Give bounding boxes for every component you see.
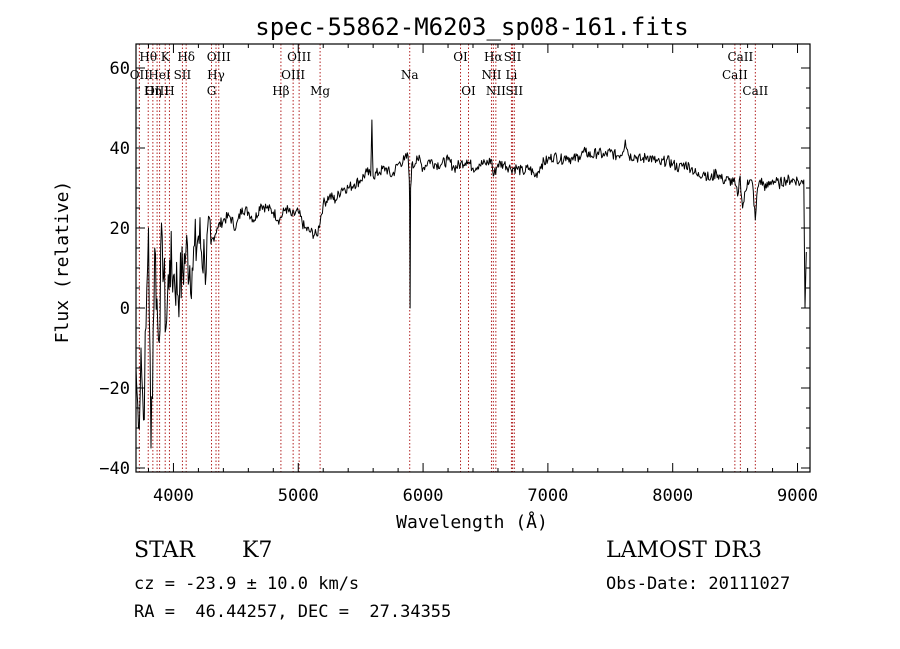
x-tick-label: 7000	[527, 486, 568, 506]
x-tick-label: 5000	[278, 486, 319, 506]
object-class: STAR	[134, 538, 195, 563]
line-label: OIII	[145, 84, 169, 98]
x-tick-label: 6000	[403, 486, 444, 506]
line-label: CaII	[742, 84, 768, 98]
line-label: H	[164, 84, 174, 98]
x-axis-label: Wavelength (Å)	[396, 511, 548, 533]
line-label: NII	[486, 84, 506, 98]
x-tick-label: 8000	[652, 486, 693, 506]
plot-frame	[135, 43, 811, 473]
chart-title: spec-55862-M6203_sp08-161.fits	[255, 13, 688, 41]
redshift-velocity: cz = -23.9 ± 10.0 km/s	[134, 574, 360, 594]
line-label: OI	[453, 50, 468, 64]
line-label: Hγ	[207, 68, 225, 82]
y-tick-label: −20	[99, 379, 130, 399]
line-label: Hδ	[177, 50, 195, 64]
line-label: SII	[504, 50, 522, 64]
x-tick-label: 9000	[777, 486, 818, 506]
line-label: Na	[401, 68, 419, 82]
spectrum-series	[135, 119, 807, 449]
line-label: NII	[481, 68, 501, 82]
line-label: G	[207, 84, 217, 98]
line-label: OII	[130, 68, 150, 82]
y-tick-label: 20	[110, 219, 130, 239]
line-label: Mg	[310, 84, 330, 98]
object-subclass: K7	[242, 538, 273, 563]
line-label: CaII	[727, 50, 753, 64]
line-label: Hβ	[272, 84, 289, 98]
y-axis-label: Flux (relative)	[52, 181, 73, 344]
line-label: Li	[506, 68, 518, 82]
y-tick-label: 40	[110, 139, 130, 159]
coordinates: RA = 46.44257, DEC = 27.34355	[134, 602, 452, 622]
line-label: SII	[174, 68, 192, 82]
line-label: HeI	[148, 68, 171, 82]
line-label: K	[161, 50, 171, 64]
observation-date: Obs-Date: 20111027	[606, 574, 791, 594]
line-label: Hη	[144, 84, 162, 98]
line-label: CaII	[722, 68, 748, 82]
y-tick-label: 60	[110, 59, 130, 79]
y-tick-label: −40	[99, 459, 130, 479]
line-label: OIII	[281, 68, 305, 82]
line-label: Hθ	[139, 50, 157, 64]
y-tick-label: 0	[120, 299, 130, 319]
x-tick-label: 4000	[153, 486, 194, 506]
line-label: SII	[505, 84, 523, 98]
survey-name: LAMOST DR3	[606, 538, 762, 563]
line-label: OIII	[207, 50, 231, 64]
line-label: OI	[461, 84, 476, 98]
line-label: Hα	[484, 50, 503, 64]
line-label: OIII	[287, 50, 311, 64]
